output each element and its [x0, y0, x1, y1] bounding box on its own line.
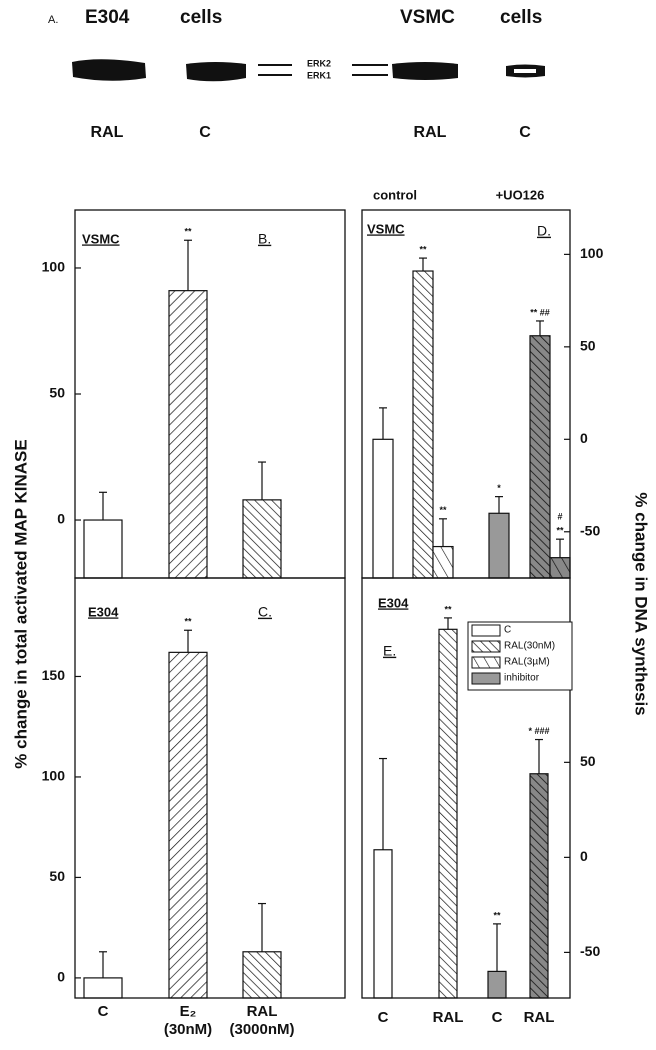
legend-label: RAL(3µM): [504, 657, 550, 668]
bar: [83, 519, 123, 579]
y-tick-label: 0: [580, 430, 588, 446]
legend-label: RAL(30nM): [504, 641, 555, 652]
bar: [372, 438, 394, 579]
bar: [549, 557, 571, 579]
annotation: **: [184, 227, 192, 237]
bar: [432, 545, 454, 579]
legend-swatch: [471, 624, 501, 637]
bar: [242, 951, 282, 999]
annotation: **: [444, 604, 452, 614]
annotation: **: [556, 526, 564, 536]
plot-frame: [74, 577, 346, 999]
bar: [529, 773, 549, 999]
x-tick-label: C: [492, 1009, 503, 1026]
annotation: *: [497, 483, 501, 493]
bar: [438, 628, 458, 999]
y-tick-label: 100: [580, 245, 604, 261]
blot-band: [72, 59, 146, 81]
lane-label: RAL: [91, 124, 124, 141]
panel-label: B.: [258, 231, 271, 247]
bar: [529, 335, 551, 579]
y-tick-label: 100: [42, 259, 66, 275]
bar: [488, 512, 510, 579]
legend-swatch: [471, 672, 501, 685]
panel-label: C.: [258, 604, 272, 620]
annotation: #: [557, 512, 562, 522]
cell-label: E304: [378, 595, 409, 610]
annotation: **: [493, 910, 501, 920]
x-tick-label: E₂: [180, 1003, 197, 1020]
cell-label: E304: [88, 604, 119, 619]
cell-label: E304: [85, 7, 130, 28]
x-tick-label: RAL: [247, 1003, 278, 1020]
legend-label: C: [504, 625, 511, 636]
x-tick-label: C: [98, 1003, 109, 1020]
y-tick-label: 100: [42, 768, 66, 784]
bar: [83, 977, 123, 999]
y-tick-label: 50: [49, 868, 65, 884]
lane-label: C: [519, 124, 531, 141]
lane-label: C: [199, 124, 211, 141]
legend-label: inhibitor: [504, 673, 540, 684]
y-axis-label: % change in total activated MAP KINASE: [11, 439, 30, 768]
y-tick-label: 0: [57, 511, 65, 527]
y-axis-label: % change in DNA synthesis: [632, 492, 651, 715]
cell-word: cells: [500, 7, 542, 28]
x-tick-label: (30nM): [164, 1021, 212, 1038]
x-tick-label: RAL: [433, 1009, 464, 1026]
y-tick-label: 50: [580, 338, 596, 354]
y-tick-label: 0: [57, 969, 65, 985]
y-tick-label: 50: [580, 753, 596, 769]
band-label: ERK1: [307, 70, 331, 80]
legend-swatch: [471, 656, 501, 669]
group-label: +UO126: [496, 187, 545, 202]
annotation: **: [439, 505, 447, 515]
plot-frame: [361, 577, 571, 999]
lane-label: RAL: [414, 124, 447, 141]
bar: [373, 849, 393, 999]
y-tick-label: 150: [42, 667, 66, 683]
annotation: * ###: [528, 726, 549, 736]
y-tick-label: 50: [49, 385, 65, 401]
bar: [487, 970, 507, 999]
annotation: **: [419, 244, 427, 254]
cell-label: VSMC: [82, 231, 120, 246]
panel-label: A.: [48, 14, 58, 26]
cell-word: cells: [180, 7, 222, 28]
x-tick-label: (3000nM): [229, 1021, 294, 1038]
panel-label: D.: [537, 223, 551, 239]
cell-label: VSMC: [400, 7, 455, 28]
x-tick-label: C: [378, 1009, 389, 1026]
band-label: ERK2: [307, 58, 331, 68]
group-label: control: [373, 187, 417, 202]
annotation: **: [184, 617, 192, 627]
panel-label: E.: [383, 643, 396, 659]
bar: [168, 290, 208, 579]
annotation: ** ##: [530, 307, 550, 317]
y-tick-label: 0: [580, 848, 588, 864]
legend-swatch: [471, 640, 501, 653]
blot-band-light: [514, 69, 536, 73]
cell-label: VSMC: [367, 221, 405, 236]
bar: [412, 270, 434, 579]
bar: [242, 499, 282, 579]
y-tick-label: -50: [580, 943, 600, 959]
blot-band: [186, 62, 246, 82]
blot-band: [392, 62, 458, 80]
y-tick-label: -50: [580, 522, 600, 538]
x-tick-label: RAL: [524, 1009, 555, 1026]
bar: [168, 651, 208, 999]
